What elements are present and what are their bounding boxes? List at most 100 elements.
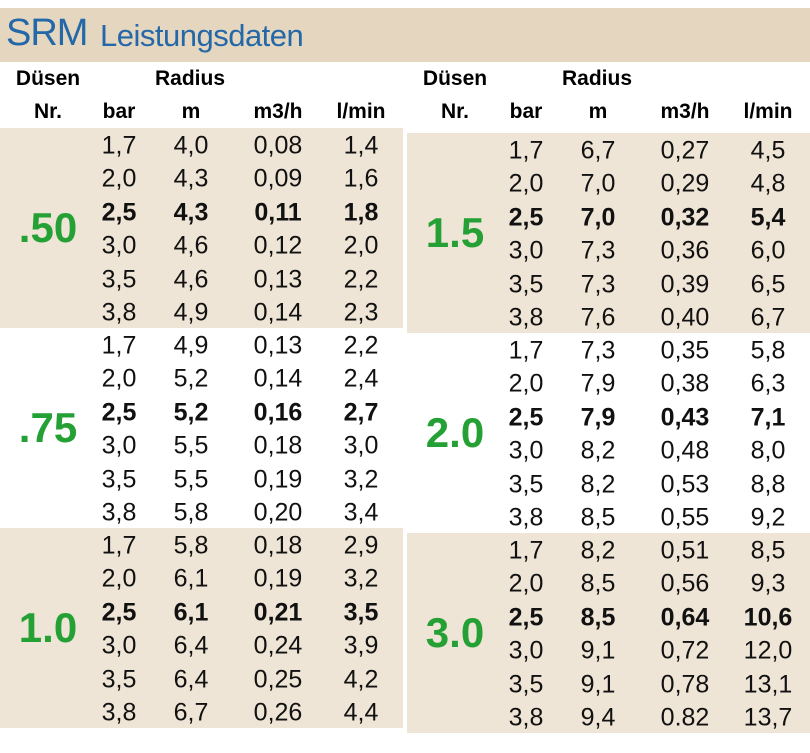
table-cell: 3,9 xyxy=(343,631,379,660)
table-cell: 3,0 xyxy=(508,436,544,465)
table-cell: 7,0 xyxy=(580,203,616,232)
table-cell: 2,5 xyxy=(101,598,137,627)
table-cell: 2,0 xyxy=(508,369,544,398)
nozzle-label: .75 xyxy=(18,404,78,451)
table-cell: 7,3 xyxy=(580,336,616,365)
table-cell: 9,2 xyxy=(750,503,786,532)
title-bar xyxy=(0,8,810,62)
table-cell: 4,9 xyxy=(173,298,209,327)
table-cell: 6,5 xyxy=(750,270,786,299)
table-cell: 3,8 xyxy=(508,503,544,532)
table-cell: 2,0 xyxy=(508,569,544,598)
table-cell: 3,2 xyxy=(343,465,379,494)
nozzle-label: .50 xyxy=(18,204,78,251)
nozzle-label: 1.0 xyxy=(18,604,78,651)
table-cell: 5,2 xyxy=(173,398,209,427)
table-cell: 0,53 xyxy=(660,470,710,499)
table-cell: 3,5 xyxy=(101,265,137,294)
table-cell: 3,8 xyxy=(508,303,544,332)
table-cell: 0,14 xyxy=(253,364,303,393)
table-cell: 7,1 xyxy=(750,403,786,432)
table-cell: 1,7 xyxy=(508,136,544,165)
table-cell: 4,6 xyxy=(173,265,209,294)
table-cell: 9,1 xyxy=(580,670,616,699)
table-cell: 2,0 xyxy=(101,164,137,193)
table-cell: 0,27 xyxy=(660,136,710,165)
table-cell: 3,5 xyxy=(508,470,544,499)
table-cell: 0,39 xyxy=(660,270,710,299)
table-cell: 4,6 xyxy=(173,231,209,260)
table-cell: 8,0 xyxy=(750,436,786,465)
table-cell: 0,26 xyxy=(253,698,303,727)
table-cell: 4,4 xyxy=(343,698,379,727)
table-cell: 0,56 xyxy=(660,569,710,598)
table-cell: 5,2 xyxy=(173,364,209,393)
table-cell: 3,0 xyxy=(101,631,137,660)
table-cell: 3,5 xyxy=(508,270,544,299)
table-cell: 6,0 xyxy=(750,236,786,265)
table-cell: 1,7 xyxy=(101,131,137,160)
table-cell: 8,5 xyxy=(750,536,786,565)
table-cell: 1,7 xyxy=(101,331,137,360)
table-cell: 8,2 xyxy=(580,536,616,565)
table-cell: 0,13 xyxy=(253,331,303,360)
table-cell: 3,8 xyxy=(101,498,137,527)
table-cell: 3,8 xyxy=(508,703,544,732)
column-header: l/min xyxy=(336,100,386,123)
column-header: Düsen xyxy=(422,67,488,90)
table-cell: 3,5 xyxy=(101,665,137,694)
table-cell: 2,5 xyxy=(508,603,544,632)
table-cell: 5,8 xyxy=(173,498,209,527)
table-cell: 3,0 xyxy=(508,636,544,665)
column-header: m3/h xyxy=(253,100,303,123)
table-cell: 4,3 xyxy=(173,198,209,227)
table-cell: 7,3 xyxy=(580,236,616,265)
column-header: bar xyxy=(102,100,136,123)
table-cell: 3,5 xyxy=(101,465,137,494)
table-cell: 0,72 xyxy=(660,636,710,665)
table-cell: 7,0 xyxy=(580,169,616,198)
table-cell: 0,08 xyxy=(253,131,303,160)
table-cell: 7,9 xyxy=(580,403,616,432)
table-cell: 4,0 xyxy=(173,131,209,160)
table-cell: 8,2 xyxy=(580,470,616,499)
table-cell: 2,9 xyxy=(343,531,379,560)
table-cell: 0,38 xyxy=(660,369,710,398)
table-cell: 2,0 xyxy=(508,169,544,198)
table-cell: 0,29 xyxy=(660,169,710,198)
column-header: bar xyxy=(509,100,543,123)
table-cell: 3,5 xyxy=(343,598,379,627)
table-cell: 9,4 xyxy=(580,703,616,732)
table-cell: 2,2 xyxy=(343,331,379,360)
column-header: l/min xyxy=(743,100,793,123)
table-cell: 3,0 xyxy=(101,231,137,260)
table-cell: 0,20 xyxy=(253,498,303,527)
table-cell: 3,0 xyxy=(508,236,544,265)
column-header: Nr. xyxy=(33,100,63,123)
table-cell: 0,16 xyxy=(253,398,303,427)
table-cell: 5,4 xyxy=(750,203,786,232)
table-cell: 6,7 xyxy=(750,303,786,332)
table-cell: 3,0 xyxy=(343,431,379,460)
table-cell: 8,5 xyxy=(580,603,616,632)
table-cell: 0,24 xyxy=(253,631,303,660)
table-cell: 4,8 xyxy=(750,169,786,198)
table-cell: 0,36 xyxy=(660,236,710,265)
column-header: m xyxy=(181,100,201,123)
group-background xyxy=(0,528,403,728)
table-cell: 0,14 xyxy=(253,298,303,327)
table-cell: 8,5 xyxy=(580,503,616,532)
table-cell: 10,6 xyxy=(743,603,793,632)
table-cell: 6,3 xyxy=(750,369,786,398)
table-cell: 4,3 xyxy=(173,164,209,193)
table-cell: 12,0 xyxy=(743,636,793,665)
table-cell: 5,5 xyxy=(173,465,209,494)
table-cell: 2,5 xyxy=(508,203,544,232)
table-cell: 5,8 xyxy=(173,531,209,560)
table-cell: 1,7 xyxy=(101,531,137,560)
table-cell: 1,6 xyxy=(343,164,379,193)
table-cell: 0,21 xyxy=(253,598,303,627)
table-cell: 6,4 xyxy=(173,665,209,694)
table-cell: 0,12 xyxy=(253,231,303,260)
